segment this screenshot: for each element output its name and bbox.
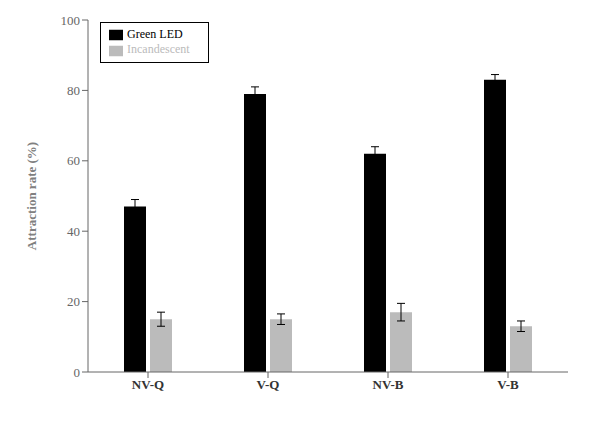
svg-text:0: 0 xyxy=(74,365,81,380)
svg-text:40: 40 xyxy=(67,224,80,239)
svg-text:NV-Q: NV-Q xyxy=(132,377,164,392)
svg-text:Attraction rate (%): Attraction rate (%) xyxy=(24,142,39,250)
svg-text:V-Q: V-Q xyxy=(257,377,280,392)
svg-text:20: 20 xyxy=(67,294,80,309)
svg-text:100: 100 xyxy=(61,13,81,28)
svg-text:NV-B: NV-B xyxy=(373,377,404,392)
svg-text:80: 80 xyxy=(67,83,80,98)
html-text:Incandescent: Incandescent xyxy=(127,42,190,57)
svg-text:V-B: V-B xyxy=(497,377,519,392)
html-text:Green LED: Green LED xyxy=(127,27,183,41)
svg-text:60: 60 xyxy=(67,153,80,168)
